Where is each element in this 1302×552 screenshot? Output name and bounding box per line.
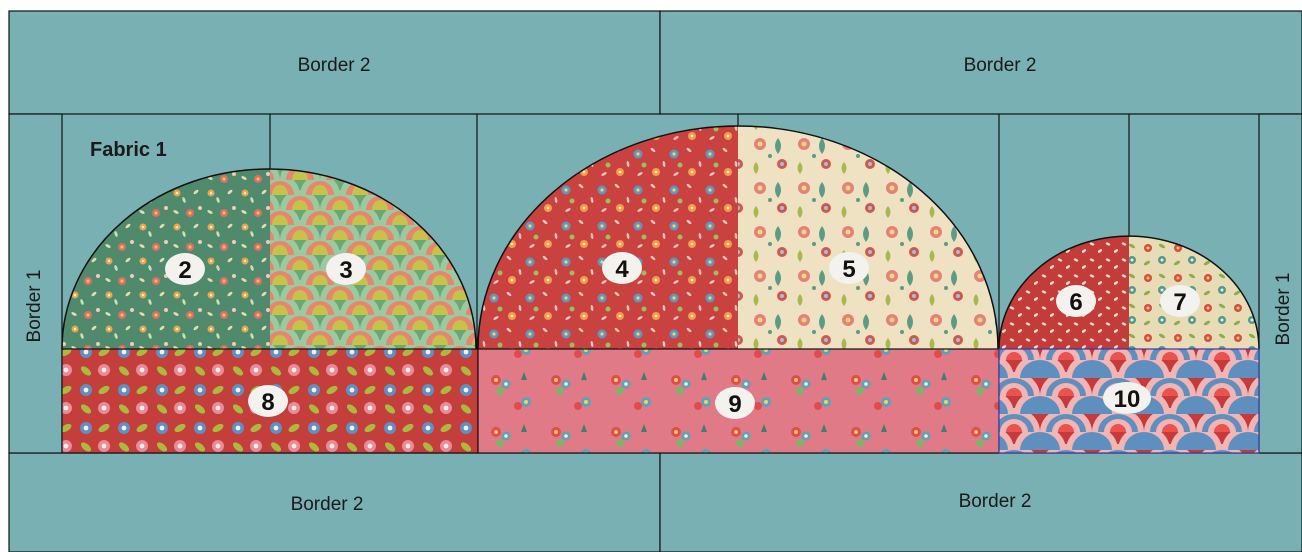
badge-3-number: 3 [339, 257, 352, 284]
border-top-right-label: Border 2 [964, 55, 1037, 76]
arc-outline-middle [477, 125, 999, 350]
badge-8 [248, 385, 288, 417]
border-bottom-right [659, 452, 1302, 552]
badge-4 [602, 252, 642, 284]
border-bottom-left-label: Border 2 [291, 494, 364, 515]
badge-5-number: 5 [842, 256, 855, 283]
border-top-right [659, 10, 1302, 115]
badge-9 [715, 387, 755, 419]
arc-outline-right [998, 235, 1260, 350]
badge-7-number: 7 [1173, 289, 1186, 316]
piece-badges: 2 3 4 5 6 7 8 9 10 [165, 252, 1200, 419]
badge-10 [1103, 382, 1151, 414]
badge-6-number: 6 [1069, 289, 1082, 316]
badge-5 [829, 252, 869, 284]
border-left-label: Border 1 [24, 270, 45, 343]
border-right-label: Border 1 [1273, 273, 1294, 346]
border-bottom-right-label: Border 2 [959, 491, 1032, 512]
border-top-left-label: Border 2 [298, 55, 371, 76]
fabric-1-label: Fabric 1 [90, 139, 167, 161]
border-top-left [8, 10, 661, 115]
badge-8-number: 8 [261, 389, 274, 416]
border-bottom-left [8, 452, 661, 552]
border-right [1258, 113, 1302, 454]
badge-7 [1160, 285, 1200, 317]
badge-10-number: 10 [1114, 386, 1141, 413]
badge-3 [326, 253, 366, 285]
badge-9-number: 9 [728, 391, 741, 418]
badge-6 [1056, 285, 1096, 317]
badge-2 [165, 253, 205, 285]
badge-4-number: 4 [615, 256, 629, 283]
border-left [8, 113, 63, 454]
arc-outline-left [61, 168, 477, 350]
badge-2-number: 2 [178, 257, 191, 284]
